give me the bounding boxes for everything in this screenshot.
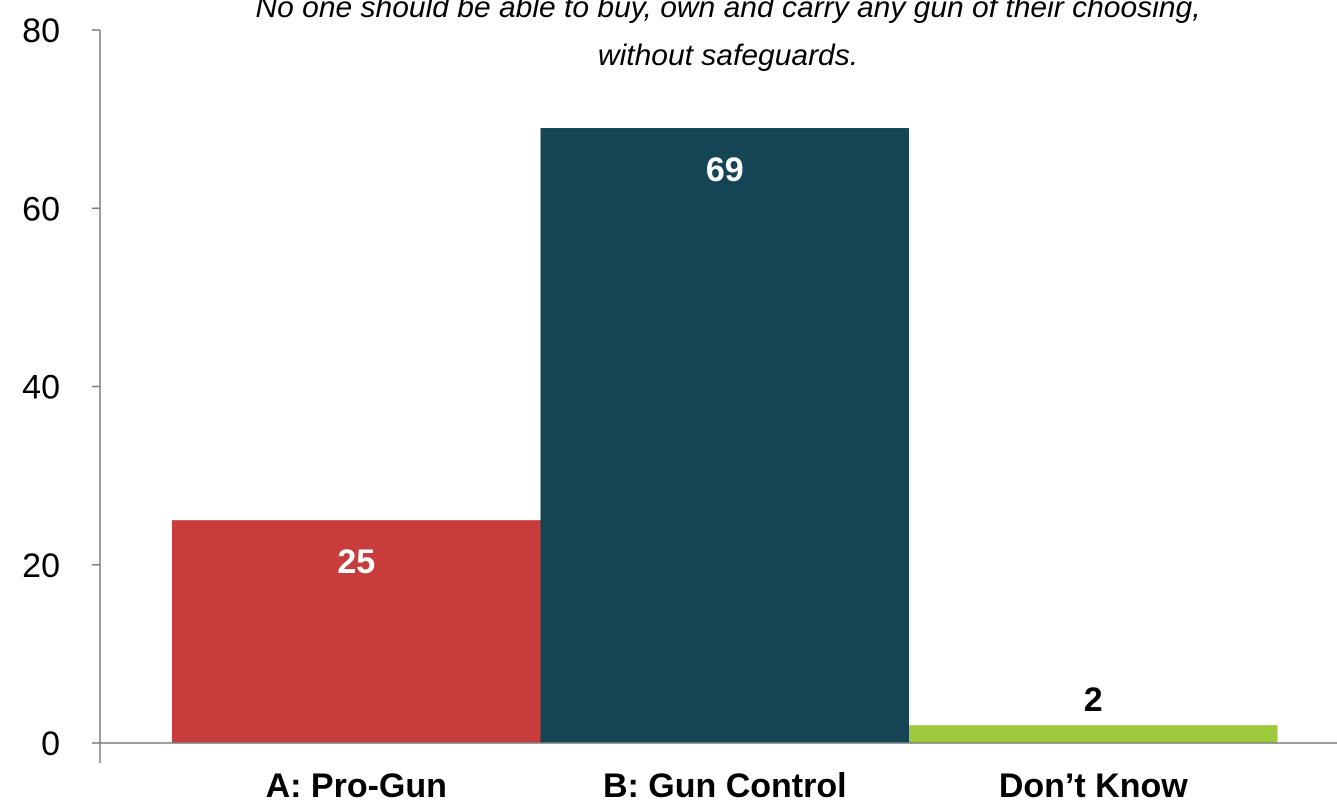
chart-title-line-2: without safeguards. xyxy=(598,39,858,72)
y-tick-label-2: 40 xyxy=(22,369,60,407)
data-label-2: 2 xyxy=(1084,681,1103,719)
data-label-0: 25 xyxy=(337,543,375,581)
y-tick-label-3: 60 xyxy=(22,190,60,228)
y-tick-label-1: 20 xyxy=(22,547,60,585)
bar-1 xyxy=(540,128,909,744)
chart-title: No one should be able to buy, own and ca… xyxy=(255,0,1200,72)
axes: A: Pro-Gun B: Gun Control Don’t Know 0 20 40 6… xyxy=(22,12,1337,805)
bar-0 xyxy=(172,520,541,743)
chart-title-line-1: No one should be able to buy, own and ca… xyxy=(255,0,1200,24)
bars: 25 69 2 xyxy=(172,128,1278,744)
y-tick-label-0: 0 xyxy=(41,725,60,763)
bar-2 xyxy=(909,725,1278,743)
y-tick-label-4: 80 xyxy=(22,12,60,50)
category-label-1: B: Gun Control xyxy=(603,767,847,805)
data-label-1: 69 xyxy=(706,151,744,189)
category-label-2: Don’t Know xyxy=(999,767,1188,805)
category-label-0: A: Pro-Gun xyxy=(266,767,447,805)
